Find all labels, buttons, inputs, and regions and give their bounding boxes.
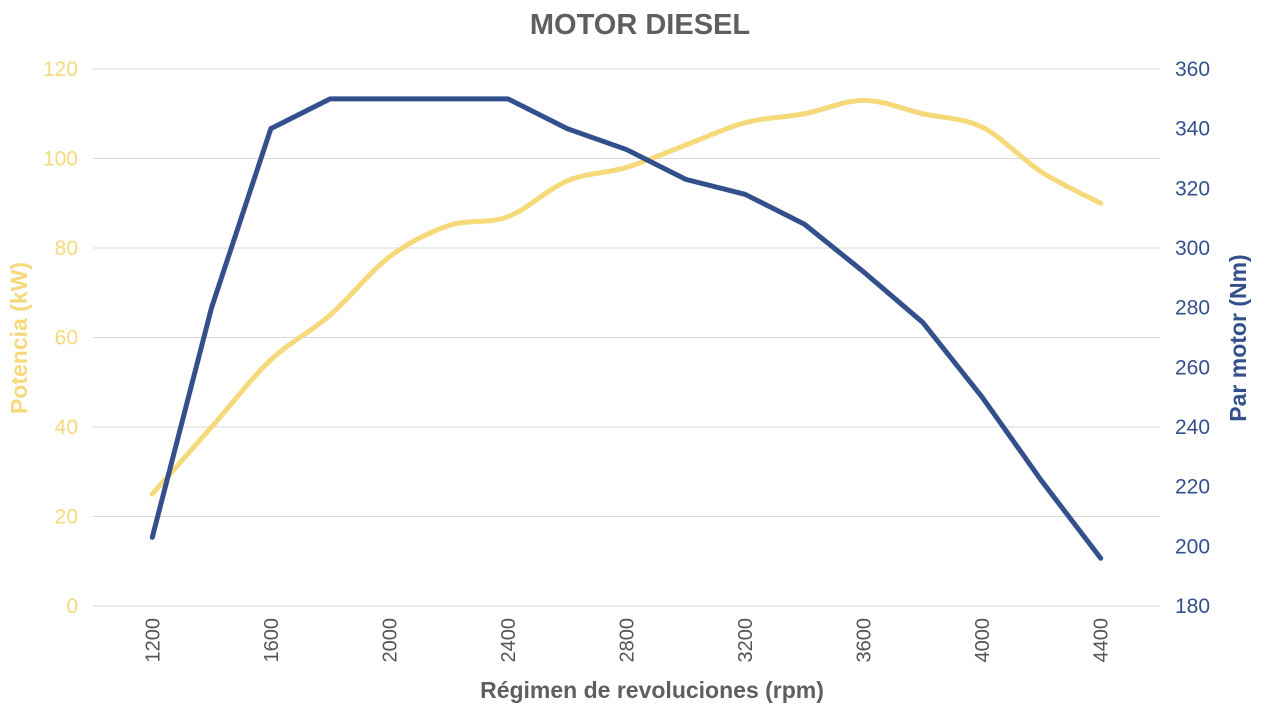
x-tick-label: 2400 [498, 618, 520, 663]
x-tick-label: 4400 [1091, 618, 1113, 663]
series-lines [149, 96, 1104, 561]
x-tick-label: 3200 [735, 618, 757, 663]
x-ticks: 1200 1600 2000 2400 2800 3200 3600 4000 4400 [142, 618, 1112, 663]
y-right-tick-label: 340 [1175, 118, 1210, 141]
y-right-ticks: 180 200 220 240 260 280 300 320 340 360 [1175, 58, 1210, 618]
x-tick-label: 1200 [142, 618, 164, 663]
y-left-axis-title: Potencia (kW) [6, 262, 32, 414]
y-right-tick-label: 260 [1175, 356, 1210, 379]
y-left-ticks: 0 20 40 60 80 100 120 [43, 58, 78, 618]
y-right-tick-label: 240 [1175, 416, 1210, 439]
y-right-tick-label: 300 [1175, 237, 1210, 260]
x-tick-label: 4000 [972, 618, 994, 663]
y-left-tick-label: 0 [66, 595, 78, 618]
y-left-tick-label: 120 [43, 58, 78, 81]
y-right-tick-label: 220 [1175, 476, 1210, 499]
gridlines [93, 68, 1160, 607]
x-tick-label: 1600 [261, 618, 283, 663]
x-tick-label: 2000 [379, 618, 401, 663]
x-tick-label: 2800 [617, 618, 639, 663]
y-left-tick-label: 60 [55, 327, 78, 350]
y-right-tick-label: 180 [1175, 595, 1210, 618]
y-right-tick-label: 320 [1175, 177, 1210, 200]
y-right-tick-label: 200 [1175, 535, 1210, 558]
y-right-tick-label: 360 [1175, 58, 1210, 81]
y-left-tick-label: 40 [55, 416, 78, 439]
y-left-tick-label: 80 [55, 237, 78, 260]
y-right-tick-label: 280 [1175, 297, 1210, 320]
y-right-axis-title: Par motor (Nm) [1225, 254, 1251, 421]
par-motor-line [149, 96, 1104, 561]
x-tick-label: 3600 [854, 618, 876, 663]
x-axis-title: Régimen de revoluciones (rpm) [480, 677, 824, 703]
y-left-tick-label: 100 [43, 148, 78, 171]
potencia-line [149, 97, 1104, 497]
chart-title: MOTOR DIESEL [530, 9, 750, 41]
y-left-tick-label: 20 [55, 506, 78, 529]
